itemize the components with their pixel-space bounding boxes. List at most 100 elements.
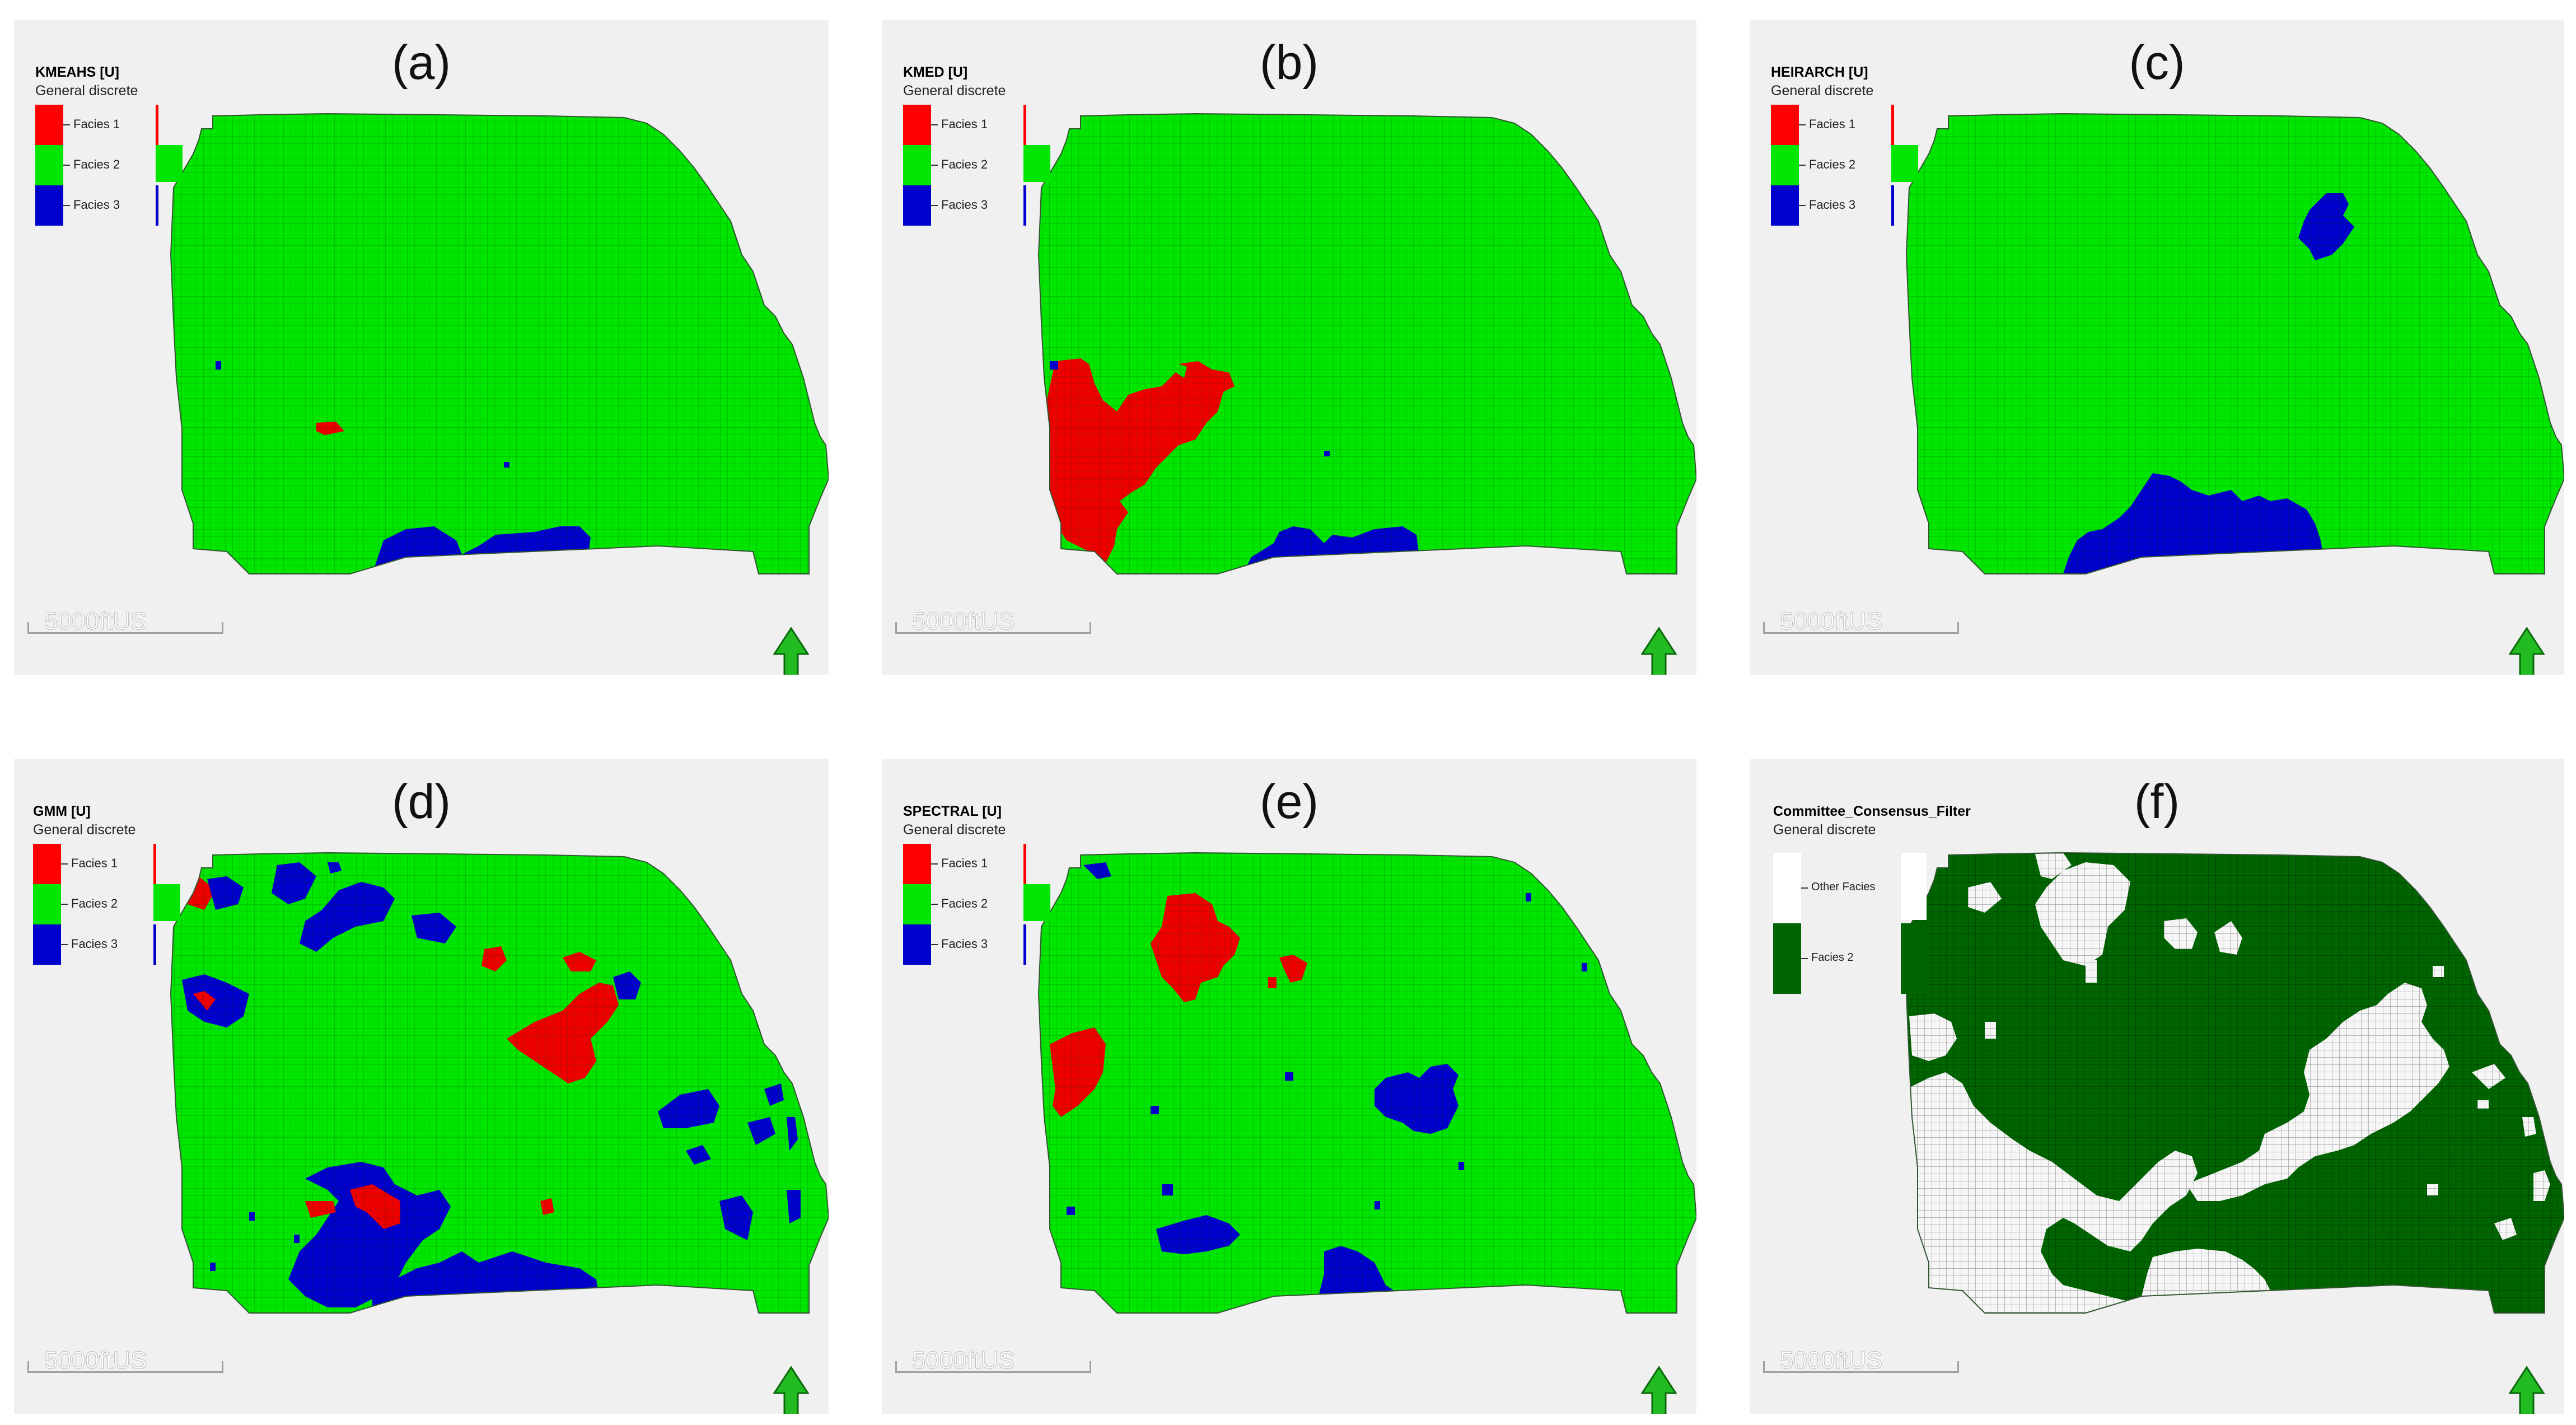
north-arrow-icon xyxy=(1641,1366,1677,1414)
panel-letter: (a) xyxy=(391,36,451,90)
legend: HEIRARCH [U] General discrete Facies 1 F… xyxy=(1771,64,1918,226)
scale-tick xyxy=(222,1361,223,1372)
legend-item-facies-3: Facies 3 xyxy=(1771,185,1894,226)
map-panel-b: (b) KMED [U] General discrete Facies 1 F… xyxy=(882,20,1696,675)
legend-tick xyxy=(1799,205,1806,206)
legend-label: Facies 1 xyxy=(941,856,988,870)
scale-bar: 5000ftUS xyxy=(27,608,223,636)
north-arrow-icon xyxy=(2509,1366,2545,1414)
field-outline xyxy=(170,852,829,1314)
legend-tick xyxy=(931,165,938,166)
field-outline xyxy=(1037,113,1696,574)
property-name: GMM [U] xyxy=(33,803,91,819)
scale-label: 5000ftUS xyxy=(1779,1347,1883,1375)
legend-swatch xyxy=(35,105,63,145)
legend-tick xyxy=(1801,887,1808,889)
map-panel-d: (d) GMM [U] General discrete Facies 1 Fa… xyxy=(14,759,829,1414)
legend-swatch xyxy=(1773,923,1801,994)
legend-swatch xyxy=(1771,105,1799,145)
scale-bar: 5000ftUS xyxy=(1763,608,1959,636)
legend: KMED [U] General discrete Facies 1 Facie… xyxy=(903,64,1050,226)
grid-cells xyxy=(1906,853,2564,1313)
north-arrow-icon xyxy=(2509,627,2545,675)
legend-tick xyxy=(61,863,68,865)
legend-label: Facies 3 xyxy=(941,937,988,951)
scale-bar: 5000ftUS xyxy=(895,608,1091,636)
legend-tick xyxy=(931,124,938,125)
template-name: General discrete xyxy=(33,822,136,838)
histogram-bar xyxy=(153,844,156,884)
legend-item-facies-3: Facies 3 xyxy=(903,185,1026,226)
histogram-bar xyxy=(1023,884,1050,921)
scale-line xyxy=(27,632,223,634)
legend-item-facies-2: Facies 2 xyxy=(903,145,1050,185)
legend-swatch xyxy=(35,145,63,185)
north-arrow-icon xyxy=(1641,627,1677,675)
histogram-bar xyxy=(1901,853,1927,920)
legend-swatch xyxy=(33,924,61,965)
scale-label: 5000ftUS xyxy=(911,608,1015,636)
histogram-bar xyxy=(1023,105,1026,145)
legend-swatch xyxy=(903,884,931,924)
legend-tick xyxy=(931,863,938,865)
legend-swatch xyxy=(1771,145,1799,185)
scale-line xyxy=(27,1371,223,1373)
legend-swatch xyxy=(903,145,931,185)
property-name: KMED [U] xyxy=(903,64,968,80)
legend-item-facies-1: Facies 1 xyxy=(35,105,158,145)
legend: GMM [U] General discrete Facies 1 Facies… xyxy=(33,803,180,965)
panel-letter: (d) xyxy=(391,775,451,829)
legend-label: Facies 1 xyxy=(1809,117,1856,131)
grid-cells xyxy=(1039,114,1696,574)
facies-map-e xyxy=(1037,852,1696,1314)
legend-item-facies-3: Facies 3 xyxy=(33,924,156,965)
legend: KMEAHS [U] General discrete Facies 1 Fac… xyxy=(35,64,183,226)
legend-label: Facies 2 xyxy=(941,896,988,910)
legend-item-facies-1: Facies 1 xyxy=(903,844,1026,884)
histogram-bar xyxy=(153,924,156,965)
legend-tick xyxy=(61,944,68,945)
scale-tick xyxy=(1957,1361,1959,1372)
scale-line xyxy=(1763,632,1959,634)
legend-swatch xyxy=(903,185,931,226)
legend-tick xyxy=(61,904,68,905)
legend-label: Facies 3 xyxy=(73,198,120,212)
legend-swatch xyxy=(1773,853,1801,923)
scale-label: 5000ftUS xyxy=(1779,608,1883,636)
panel-letter: (e) xyxy=(1259,775,1319,829)
panel-letter: (c) xyxy=(2129,36,2185,90)
legend-swatch xyxy=(903,105,931,145)
panel-letter: (f) xyxy=(2134,775,2180,829)
scale-label: 5000ftUS xyxy=(911,1347,1015,1375)
legend-label: Facies 2 xyxy=(941,157,988,171)
property-name: Committee_Consensus_Filter xyxy=(1773,803,1971,819)
legend-tick xyxy=(63,165,70,166)
property-name: SPECTRAL [U] xyxy=(903,803,1002,819)
facies-map-a xyxy=(170,113,829,574)
histogram-bar xyxy=(1891,145,1918,182)
scale-bar: 5000ftUS xyxy=(27,1347,223,1375)
histogram-bar xyxy=(156,145,183,182)
scale-tick xyxy=(1090,1361,1091,1372)
histogram-bar xyxy=(153,884,180,921)
facies-map-d xyxy=(170,852,829,1314)
histogram-bar xyxy=(1023,145,1050,182)
legend-tick xyxy=(1801,958,1808,959)
legend-item-facies-3: Facies 3 xyxy=(35,185,158,226)
map-panel-a: (a) KMEAHS [U] General discrete Facies 1… xyxy=(14,20,829,675)
scale-tick xyxy=(27,1361,29,1372)
histogram-bar xyxy=(1023,844,1026,884)
legend-item-facies-3: Facies 3 xyxy=(903,924,1026,965)
legend-item-facies-2: Facies 2 xyxy=(35,145,183,185)
legend-tick xyxy=(931,944,938,945)
histogram-bar xyxy=(1023,185,1026,226)
facies-map-c xyxy=(1905,113,2564,574)
legend-tick xyxy=(63,124,70,125)
field-outline xyxy=(1905,852,2564,1314)
map-panel-c: (c) HEIRARCH [U] General discrete Facies… xyxy=(1750,20,2564,675)
property-name: HEIRARCH [U] xyxy=(1771,64,1868,80)
facies-map-f xyxy=(1905,852,2564,1314)
legend-swatch xyxy=(903,924,931,965)
scale-tick xyxy=(1090,622,1091,633)
histogram-bar xyxy=(1891,185,1894,226)
